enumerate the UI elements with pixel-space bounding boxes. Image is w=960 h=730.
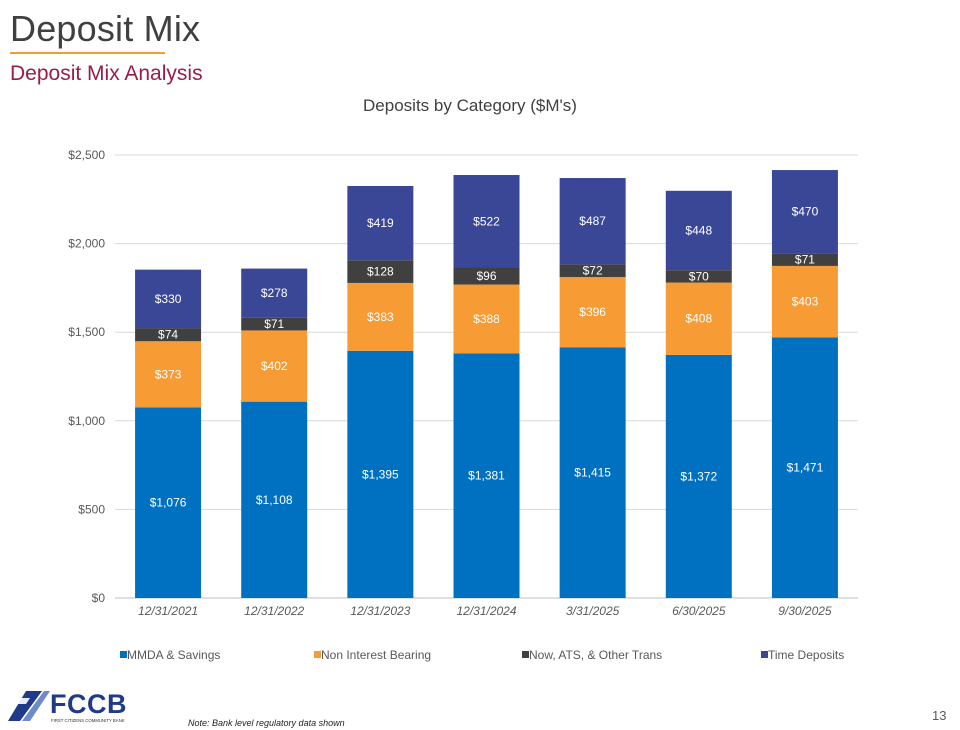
bar-segment — [771, 337, 838, 598]
data-label: $1,076 — [150, 496, 187, 510]
data-label: $448 — [685, 223, 712, 237]
legend-item: Now, ATS, & Other Trans — [522, 648, 662, 662]
bar-segment — [241, 268, 308, 318]
data-label: $128 — [367, 265, 394, 279]
y-tick-label: $1,000 — [68, 414, 105, 428]
data-label: $388 — [473, 312, 500, 326]
bar-segment — [453, 284, 520, 354]
bar-segment — [135, 269, 202, 329]
bar-segment — [453, 175, 520, 268]
bar-segment — [453, 353, 520, 598]
data-label: $70 — [689, 269, 709, 283]
bar-segment — [241, 317, 308, 331]
bar-segment — [241, 330, 308, 402]
title-underline — [10, 52, 165, 54]
bar-segment — [347, 260, 414, 283]
x-tick-label: 12/31/2022 — [244, 604, 304, 618]
legend-label: Time Deposits — [768, 648, 844, 662]
chart-title: Deposits by Category ($M's) — [363, 96, 577, 115]
data-label: $72 — [583, 264, 603, 278]
x-tick-label: 12/31/2023 — [350, 604, 410, 618]
bar-segment — [665, 270, 732, 283]
legend-swatch — [314, 651, 321, 658]
fccb-logo-mark — [8, 691, 50, 721]
bar-segment — [559, 347, 626, 598]
legend-swatch — [761, 651, 768, 658]
page-title: Deposit Mix — [10, 8, 201, 49]
bar-segment — [135, 407, 202, 598]
data-label: $408 — [685, 312, 712, 326]
legend-label: Now, ATS, & Other Trans — [529, 648, 662, 662]
bar-segment — [347, 186, 414, 261]
x-tick-label: 9/30/2025 — [778, 604, 832, 618]
data-label: $74 — [158, 328, 178, 342]
data-label: $402 — [261, 359, 288, 373]
footnote: Note: Bank level regulatory data shown — [188, 718, 345, 728]
bar-segment — [559, 264, 626, 278]
bar-segment — [347, 282, 414, 351]
data-label: $487 — [579, 214, 606, 228]
bar-segment — [771, 265, 838, 338]
bar-segment — [135, 341, 202, 408]
bar-segment — [771, 170, 838, 254]
data-label: $373 — [155, 367, 182, 381]
logo-text: FCCB — [50, 689, 127, 719]
data-label: $96 — [476, 269, 496, 283]
y-tick-label: $2,000 — [68, 237, 105, 251]
page-number: 13 — [932, 708, 947, 723]
bar-segment — [241, 401, 308, 598]
data-label: $1,415 — [574, 466, 611, 480]
bar-segment — [559, 178, 626, 265]
fccb-logo: FCCB FIRST CITIZENS COMMUNITY BANK — [8, 689, 127, 723]
bar-segment — [135, 328, 202, 342]
data-label: $1,471 — [787, 461, 824, 475]
bar-segment — [665, 282, 732, 355]
y-tick-label: $500 — [78, 502, 105, 516]
data-label: $383 — [367, 310, 394, 324]
page-subtitle: Deposit Mix Analysis — [10, 62, 203, 85]
y-tick-label: $1,500 — [68, 325, 105, 339]
bar-segment — [665, 354, 732, 598]
data-label: $1,381 — [468, 469, 505, 483]
legend-item: Non Interest Bearing — [314, 648, 431, 662]
legend-item: Time Deposits — [761, 648, 844, 662]
data-label: $1,108 — [256, 493, 293, 507]
x-tick-label: 3/31/2025 — [566, 604, 620, 618]
data-label: $403 — [792, 295, 819, 309]
bar-segment — [347, 350, 414, 598]
logo-tagline: FIRST CITIZENS COMMUNITY BANK — [51, 718, 125, 723]
bar-segment — [559, 277, 626, 348]
data-label: $71 — [795, 253, 815, 267]
legend-label: MMDA & Savings — [127, 648, 220, 662]
bar-segment — [665, 190, 732, 271]
legend-label: Non Interest Bearing — [321, 648, 431, 662]
data-label: $396 — [579, 305, 606, 319]
legend-item: MMDA & Savings — [120, 648, 220, 662]
x-tick-label: 6/30/2025 — [672, 604, 726, 618]
data-label: $470 — [792, 205, 819, 219]
y-tick-label: $2,500 — [68, 148, 105, 162]
x-tick-label: 12/31/2024 — [456, 604, 516, 618]
bar-segment — [771, 253, 838, 266]
y-tick-label: $0 — [92, 591, 106, 605]
data-label: $71 — [264, 317, 284, 331]
bar-segment — [453, 267, 520, 285]
x-tick-label: 12/31/2021 — [138, 604, 198, 618]
legend-swatch — [522, 651, 529, 658]
data-label: $419 — [367, 216, 394, 230]
data-label: $1,372 — [680, 469, 717, 483]
data-label: $278 — [261, 286, 288, 300]
data-label: $522 — [473, 214, 500, 228]
data-label: $1,395 — [362, 467, 399, 481]
deposits-chart: Deposits by Category ($M's) $1,076 $373 $7… — [68, 96, 858, 662]
data-label: $330 — [155, 292, 182, 306]
legend-swatch — [120, 651, 127, 658]
